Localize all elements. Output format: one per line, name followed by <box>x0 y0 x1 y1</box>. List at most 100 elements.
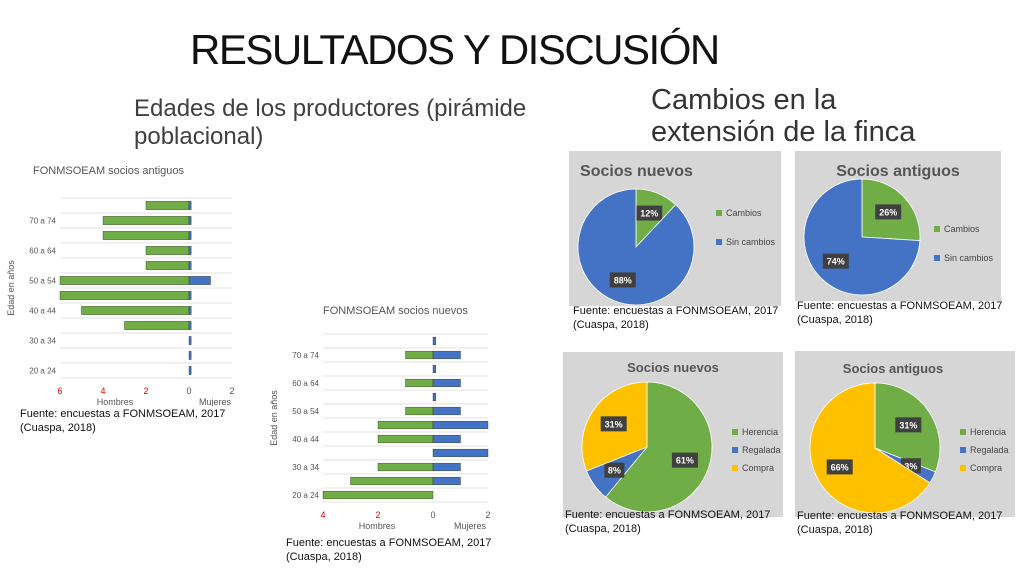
legend-swatch <box>960 429 966 435</box>
source-line-1: Fuente: encuestas a FONMSOEAM, 2017 <box>286 537 492 549</box>
pie-slice-herencia <box>605 381 713 513</box>
bar-hombres <box>124 321 190 330</box>
pie-title: Socios nuevos <box>580 163 693 180</box>
y-tick-label: 50 a 54 <box>292 407 319 416</box>
bar-hombres <box>81 306 190 315</box>
bar-mujeres <box>188 336 192 345</box>
bar-mujeres <box>188 351 192 360</box>
x-tick-label: 2 <box>485 510 490 520</box>
bar-mujeres <box>432 392 436 402</box>
y-tick-label: 40 a 44 <box>292 435 319 444</box>
y-tick-label: 70 a 74 <box>292 351 319 360</box>
x-tick-label: 2 <box>229 386 234 396</box>
legend-label: Cambios <box>944 224 980 234</box>
source-line-1: Fuente: encuestas a FONMSOEAM, 2017 <box>573 305 779 317</box>
pyramid-chart-new-members: FONMSOEAM socios nuevos 20 a 24 30 a 34 40 … <box>269 305 491 531</box>
source-line-2: (Cuaspa, 2018) <box>573 319 649 331</box>
data-label-box <box>604 462 625 478</box>
pie-panel-new-changes: Socios nuevos 12% 88% Cambios Sin cambios <box>569 151 781 306</box>
pie-title: Socios antiguos <box>836 163 960 180</box>
legend-label: Sin cambios <box>726 237 776 247</box>
source-line-1: Fuente: encuestas a FONMSOEAM, 2017 <box>797 510 1003 522</box>
bar-mujeres <box>432 476 461 486</box>
source-line-1: Fuente: encuestas a FONMSOEAM, 2017 <box>797 300 1003 312</box>
bar-hombres <box>377 420 434 430</box>
bar-hombres <box>102 231 190 240</box>
x-tick-label: 0 <box>430 510 435 520</box>
data-label: 31% <box>605 419 623 429</box>
pie-group: 61% 8% 31% Herencia Regalada Compra <box>581 381 781 513</box>
source-line-1: Fuente: encuestas a FONMSOEAM, 2017 <box>565 509 771 521</box>
chart-title: FONMSOEAM socios nuevos <box>323 305 468 317</box>
bar-hombres <box>405 350 434 360</box>
source-note-pyramid-old: Fuente: encuestas a FONMSOEAM, 2017 (Cua… <box>20 407 225 435</box>
bar-mujeres <box>432 420 489 430</box>
source-note-pie-2: Fuente: encuestas a FONMSOEAM, 2017 (Cua… <box>797 299 1002 327</box>
bar-hombres <box>350 476 434 486</box>
pie-chart-new-changes: 12% 88% Cambios Sin cambios <box>577 188 776 306</box>
bar-hombres <box>102 216 190 225</box>
y-tick-label: 40 a 44 <box>29 307 56 316</box>
bar-hombres <box>145 246 190 255</box>
data-label: 88% <box>614 275 632 285</box>
bar-mujeres <box>432 448 489 458</box>
bar-mujeres <box>432 434 461 444</box>
legend-label: Herencia <box>742 427 778 437</box>
bar-mujeres <box>188 366 192 375</box>
data-label-box <box>822 253 849 269</box>
bar-mujeres <box>188 321 192 330</box>
legend-swatch <box>716 239 722 245</box>
bar-hombres <box>405 378 434 388</box>
x-tick-label: 4 <box>320 510 325 520</box>
source-note-pyramid-new: Fuente: encuestas a FONMSOEAM, 2017 (Cua… <box>286 536 491 564</box>
bar-mujeres <box>188 201 192 210</box>
chart-title: FONMSOEAM socios antiguos <box>33 165 184 177</box>
y-axis-label: Edad en años <box>269 390 279 446</box>
source-line-2: (Cuaspa, 2018) <box>286 551 362 563</box>
data-label: 74% <box>827 257 845 267</box>
legend-swatch <box>960 465 966 471</box>
bar-hombres <box>377 462 434 472</box>
bar-mujeres <box>432 364 436 374</box>
legend-swatch <box>716 210 722 216</box>
page-title: RESULTADOS Y DISCUSIÓN <box>190 26 720 73</box>
y-tick-label: 30 a 34 <box>29 337 56 346</box>
pie-group: 12% 88% Cambios Sin cambios <box>577 188 776 306</box>
legend-label: Cambios <box>726 208 762 218</box>
data-label-box <box>671 452 698 468</box>
legend-label: Regalada <box>742 445 781 455</box>
data-label-box <box>875 204 902 220</box>
pie-panel-new-acquisition: Socios nuevos 61% 8% 31% Herencia Regalada Co… <box>563 352 783 517</box>
legend-swatch <box>934 226 940 232</box>
bar-mujeres <box>432 378 461 388</box>
x-label-hombres: Hombres <box>359 521 396 531</box>
bar-hombres <box>59 276 190 285</box>
pie-chart-new-acquisition: 61% 8% 31% Herencia Regalada Compra <box>581 381 781 513</box>
data-label: 61% <box>676 456 694 466</box>
bar-hombres <box>405 406 434 416</box>
bar-mujeres <box>188 291 192 300</box>
data-label: 12% <box>640 209 658 219</box>
bar-mujeres <box>188 261 192 270</box>
pie-chart-old-acquisition: 31% 3% 66% Herencia Regalada Compra <box>809 382 1009 514</box>
pie-panel-old-acquisition: Socios antiguos 31% 3% 66% Herencia Regalada… <box>795 351 1015 517</box>
y-tick-label: 20 a 24 <box>292 491 319 500</box>
x-tick-label: 0 <box>186 386 191 396</box>
bar-mujeres <box>188 246 192 255</box>
bar-hombres <box>145 261 190 270</box>
pie-slice-sin-cambios <box>577 188 695 306</box>
x-tick-label: 2 <box>143 386 148 396</box>
pie-panel-old-changes: Socios antiguos 26% 74% Cambios Sin cambios <box>795 151 1001 301</box>
legend-label: Compra <box>742 463 774 473</box>
y-tick-label: 50 a 54 <box>29 277 56 286</box>
data-label-box <box>600 416 627 432</box>
x-label-mujeres: Mujeres <box>454 521 487 531</box>
y-axis-label: Edad en años <box>6 260 16 316</box>
x-label-hombres: Hombres <box>97 397 134 406</box>
source-note-pie-1: Fuente: encuestas a FONMSOEAM, 2017 (Cua… <box>573 304 778 332</box>
legend-swatch <box>732 465 738 471</box>
data-label-box <box>609 272 636 288</box>
y-tick-label: 30 a 34 <box>292 463 319 472</box>
legend-swatch <box>732 429 738 435</box>
right-subtitle: Cambios en la extensión de la finca <box>651 84 916 148</box>
